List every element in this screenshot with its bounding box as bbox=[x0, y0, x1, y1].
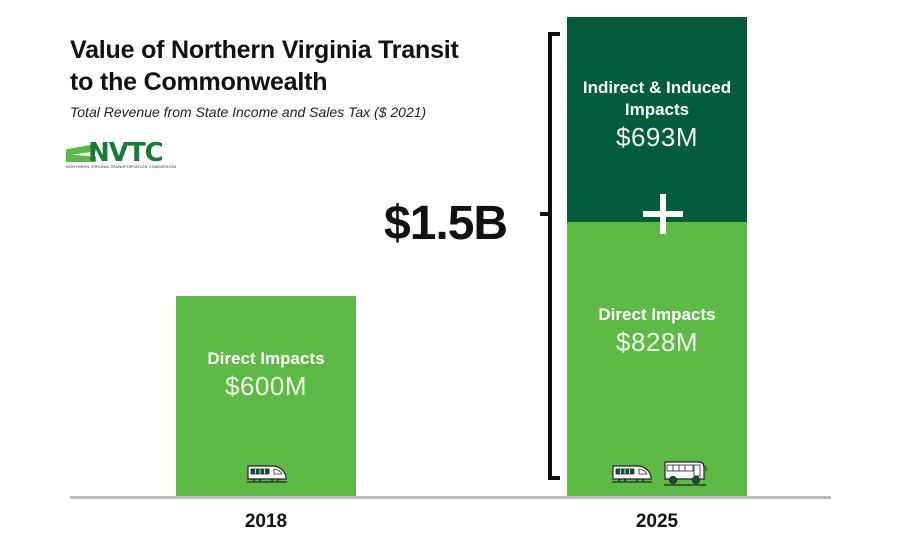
bar-2018-direct: Direct Impacts $600M bbox=[176, 296, 356, 497]
plus-sign bbox=[643, 194, 683, 234]
nvtc-logo: NVTC NORTHERN VIRGINIA TRANSPORTATION CO… bbox=[66, 138, 186, 172]
bus-icon bbox=[664, 461, 707, 486]
bar-2025-indirect: Indirect & Induced Impacts $693M bbox=[567, 17, 747, 222]
segment-value: $600M bbox=[225, 371, 307, 401]
x-label-2018: 2018 bbox=[244, 511, 288, 532]
segment-value: $828M bbox=[616, 327, 698, 357]
total-bracket bbox=[540, 32, 560, 480]
x-axis-baseline bbox=[70, 496, 831, 499]
logo-text: NVTC bbox=[88, 138, 164, 168]
chart-title: Value of Northern Virginia Transit to th… bbox=[70, 34, 459, 98]
segment-label-line-2: Impacts bbox=[624, 100, 690, 119]
title-line-2: to the Commonwealth bbox=[70, 68, 328, 96]
chart-subtitle: Total Revenue from State Income and Sale… bbox=[70, 104, 427, 120]
segment-label: Direct Impacts bbox=[598, 305, 716, 324]
train-icon bbox=[612, 465, 652, 483]
segment-label: Direct Impacts bbox=[207, 349, 325, 368]
logo-swoosh-icon bbox=[66, 144, 96, 162]
logo-tagline: NORTHERN VIRGINIA TRANSPORTATION COMMISS… bbox=[66, 164, 176, 169]
title-line-1: Value of Northern Virginia Transit bbox=[70, 36, 459, 64]
bar-2025-direct: Direct Impacts $828M bbox=[567, 222, 747, 497]
train-icon bbox=[247, 465, 287, 483]
x-label-2025: 2025 bbox=[635, 511, 679, 532]
segment-label-line-1: Indirect & Induced bbox=[582, 78, 732, 97]
total-annotation: $1.5B bbox=[384, 197, 508, 250]
segment-value: $693M bbox=[616, 122, 698, 152]
